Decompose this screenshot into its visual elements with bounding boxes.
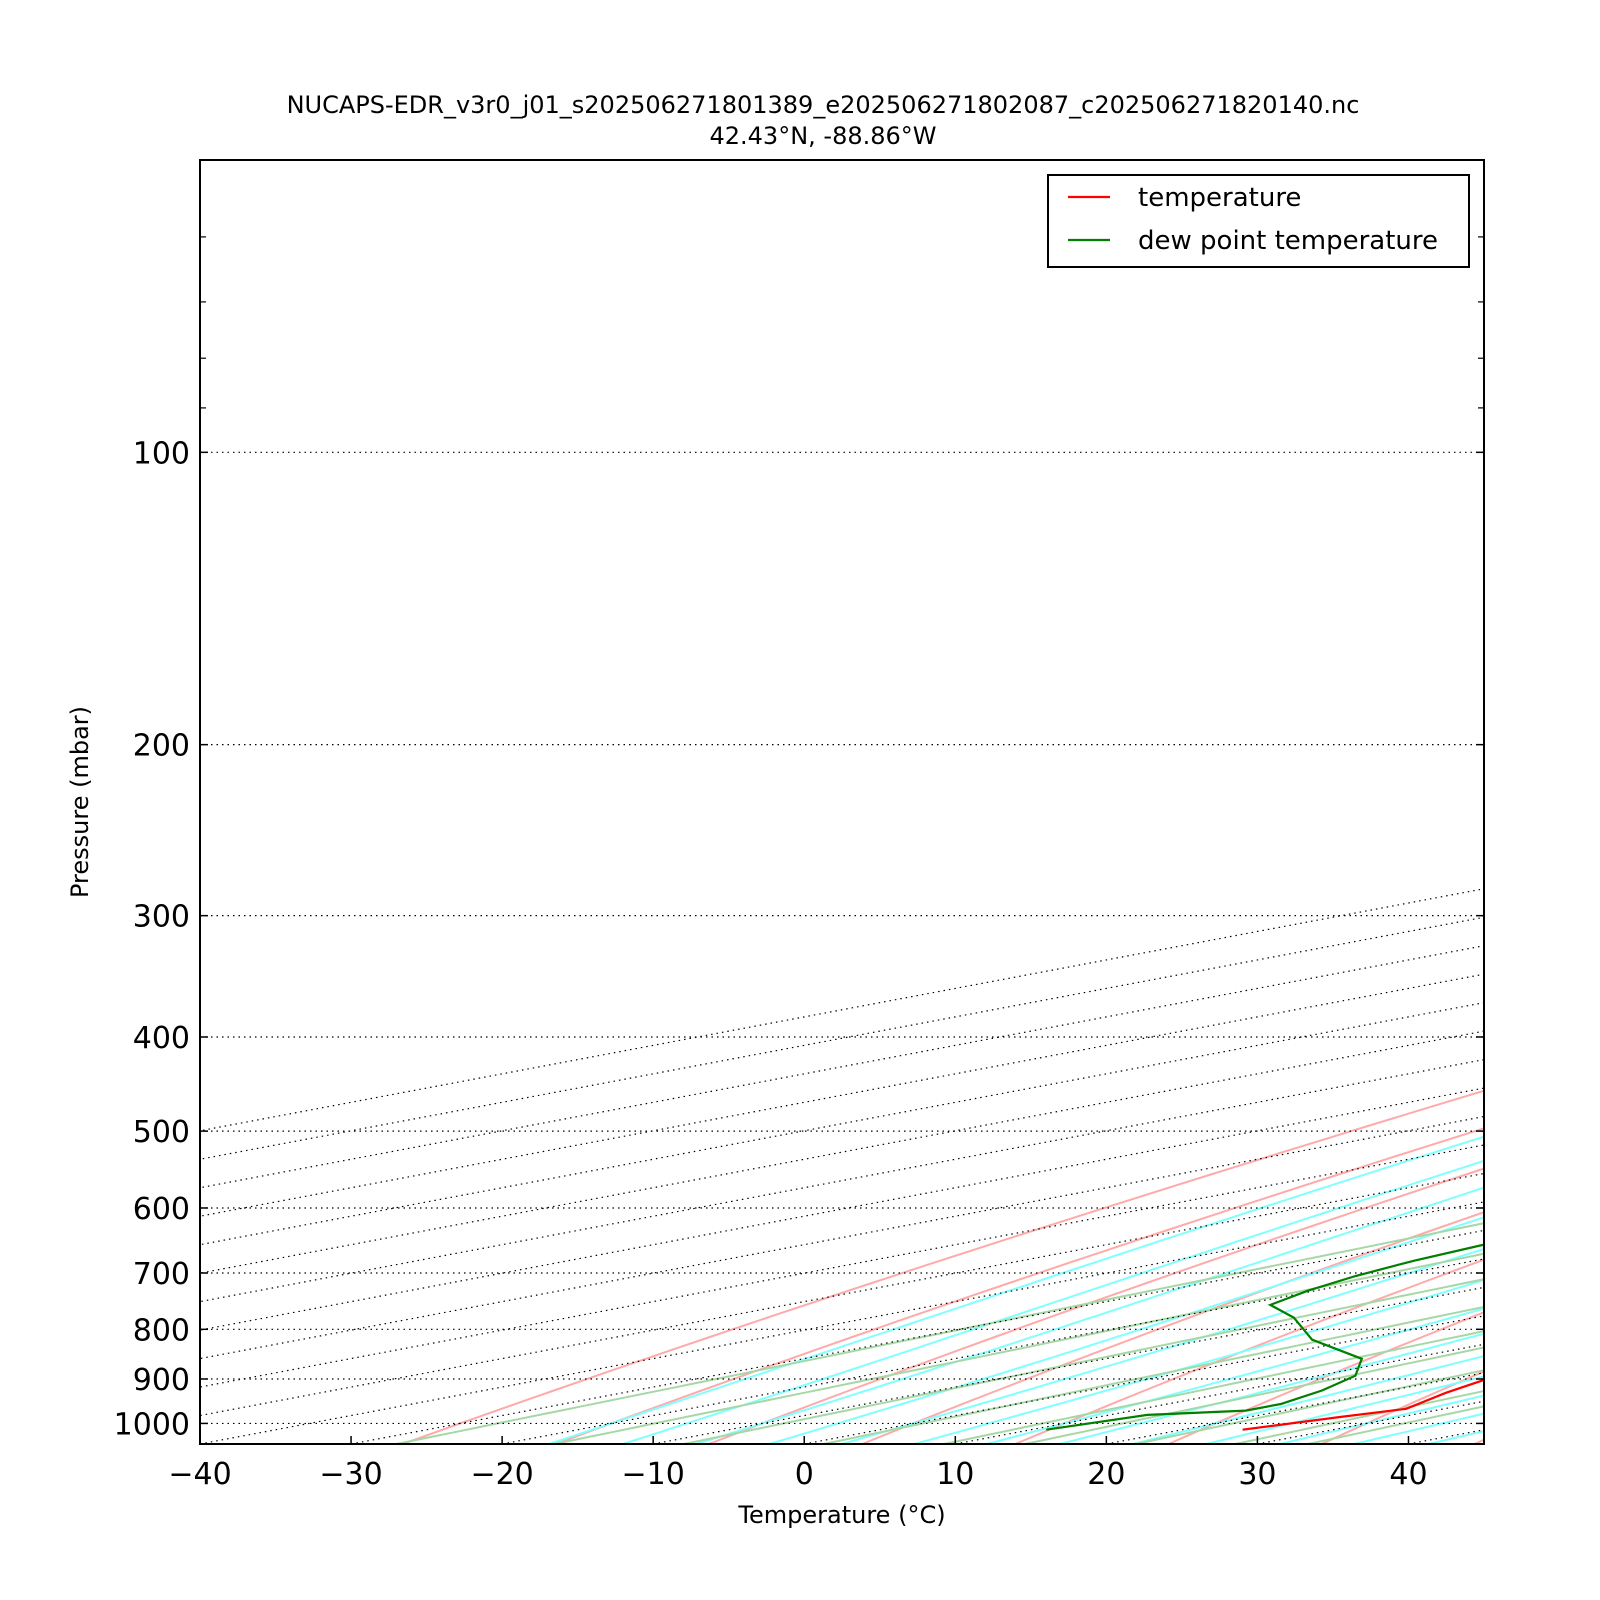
isotherm-line bbox=[200, 973, 1484, 1217]
y-axis-label: Pressure (mbar) bbox=[66, 706, 94, 898]
x-tick-label: 30 bbox=[1238, 1457, 1276, 1492]
x-tick-label: −10 bbox=[622, 1457, 685, 1492]
mixing-ratio-line bbox=[683, 1278, 1484, 1444]
moist-adiabat-line bbox=[548, 1135, 1484, 1444]
y-tick-label: 800 bbox=[133, 1313, 190, 1348]
isotherm-line bbox=[200, 1030, 1484, 1274]
dry-adiabat-line bbox=[861, 1211, 1484, 1444]
x-tick-label: 20 bbox=[1087, 1457, 1125, 1492]
moist-adiabat-line bbox=[1059, 1332, 1484, 1444]
isotherm-line bbox=[502, 1258, 1484, 1444]
isotherm-line bbox=[200, 945, 1484, 1189]
moist-adiabat-line bbox=[696, 1186, 1484, 1444]
dry-adiabat-line bbox=[708, 1167, 1484, 1444]
x-axis: −40 −30 −20 −10 0 10 20 30 40 bbox=[168, 1436, 1428, 1492]
isotherms bbox=[200, 160, 1600, 1444]
isotherm-line bbox=[804, 1315, 1484, 1444]
legend-label-dewpoint: dew point temperature bbox=[1138, 226, 1438, 256]
y-tick-label: 200 bbox=[133, 729, 190, 764]
y-tick-label: 500 bbox=[133, 1115, 190, 1150]
mixing-ratio-line bbox=[1135, 1369, 1484, 1444]
x-tick-label: 40 bbox=[1389, 1457, 1427, 1492]
temperature-line bbox=[1242, 1378, 1484, 1431]
moist-adiabats bbox=[548, 160, 1600, 1444]
y-tick-label: 100 bbox=[133, 436, 190, 471]
moist-adiabat-line bbox=[769, 1216, 1484, 1444]
mixing-ratio-line bbox=[944, 1330, 1484, 1444]
isobars bbox=[200, 451, 1484, 1425]
isotherm-line bbox=[200, 1144, 1484, 1388]
moist-adiabat-line bbox=[622, 1159, 1484, 1444]
dry-adiabat-line bbox=[1168, 1311, 1484, 1444]
plot-frame bbox=[199, 159, 1485, 1445]
isotherm-line bbox=[200, 1201, 1484, 1444]
x-tick-label: −40 bbox=[168, 1457, 231, 1492]
moist-adiabat-line bbox=[1279, 1394, 1484, 1444]
moist-adiabat-line bbox=[1503, 160, 1600, 1444]
isotherm-line bbox=[200, 1002, 1484, 1246]
x-tick-label: −20 bbox=[470, 1457, 533, 1492]
isotherm-line bbox=[200, 1058, 1484, 1303]
dewpoint-line bbox=[1046, 1243, 1484, 1431]
mixing-ratio-line bbox=[396, 1222, 1484, 1444]
chart-title-line2: 42.43°N, -88.86°W bbox=[709, 122, 936, 150]
x-axis-label: Temperature (°C) bbox=[737, 1501, 945, 1529]
isotherm-line bbox=[350, 1229, 1484, 1444]
mixing-ratio-line bbox=[823, 1305, 1484, 1444]
mixing-ratio-line bbox=[1235, 1389, 1484, 1444]
isotherm-line bbox=[200, 916, 1484, 1160]
y-axis: 100 200 300 400 500 600 700 800 900 1000 bbox=[114, 159, 1484, 1442]
y-tick-label: 1000 bbox=[114, 1407, 190, 1442]
x-tick-label: 10 bbox=[936, 1457, 974, 1492]
isotherm-line bbox=[1257, 1400, 1484, 1444]
profile-lines bbox=[1046, 1243, 1484, 1431]
isotherm-line bbox=[200, 1172, 1484, 1417]
isotherm-line bbox=[200, 1087, 1484, 1331]
y-tick-label: 600 bbox=[133, 1192, 190, 1227]
moist-adiabat-line bbox=[1132, 1355, 1484, 1444]
y-tick-label: 400 bbox=[133, 1021, 190, 1056]
moist-adiabat-line bbox=[1206, 1375, 1484, 1444]
isotherm-line bbox=[955, 1343, 1484, 1444]
legend: temperature dew point temperature bbox=[1047, 174, 1470, 268]
dry-adiabat-line bbox=[402, 1089, 1484, 1444]
y-tick-label: 300 bbox=[133, 900, 190, 935]
moist-adiabat-line bbox=[986, 1307, 1484, 1444]
isotherm-line bbox=[200, 888, 1484, 1132]
mixing-ratio-line bbox=[1307, 1405, 1484, 1444]
legend-label-temperature: temperature bbox=[1138, 183, 1301, 213]
legend-box bbox=[1047, 174, 1470, 268]
isotherm-line bbox=[1106, 1372, 1484, 1444]
isotherm-line bbox=[1408, 1429, 1484, 1444]
background-lines bbox=[200, 160, 1600, 1444]
mixing-ratio-line bbox=[554, 1252, 1484, 1444]
y-tick-label: 900 bbox=[133, 1363, 190, 1398]
x-tick-label: −30 bbox=[319, 1457, 382, 1492]
dry-adiabat-line bbox=[555, 1127, 1484, 1444]
dry-adiabat-line bbox=[1474, 1438, 1484, 1444]
y-tick-label: 700 bbox=[133, 1257, 190, 1292]
isotherm-line bbox=[1560, 160, 1600, 1444]
chart-title-line1: NUCAPS-EDR_v3r0_j01_s202506271801389_e20… bbox=[287, 91, 1360, 119]
moist-adiabat-line bbox=[1578, 160, 1600, 1444]
moist-adiabat-line bbox=[841, 1247, 1484, 1444]
isotherm-line bbox=[200, 1115, 1484, 1360]
x-tick-label: 0 bbox=[795, 1457, 814, 1492]
dry-adiabat-line bbox=[1321, 1370, 1484, 1444]
dry-adiabats bbox=[402, 1089, 1484, 1444]
